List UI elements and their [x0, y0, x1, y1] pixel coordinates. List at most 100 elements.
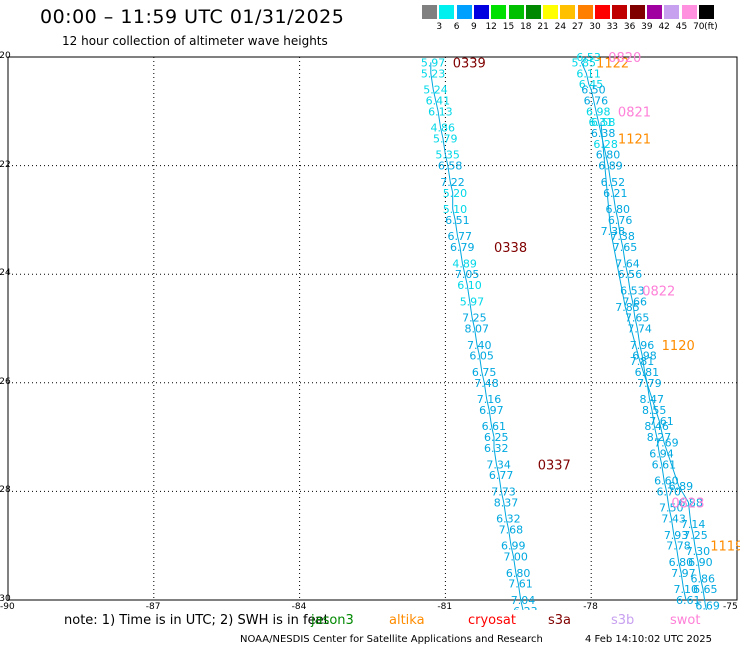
longitude-label: -75 — [723, 602, 738, 612]
pass-time-label: 0338 — [494, 241, 527, 256]
wave-height-value: 4.86 — [431, 122, 456, 135]
wave-height-value: 6.69 — [695, 599, 720, 610]
latitude-label: -28 — [0, 485, 11, 496]
map-subtitle: 12 hour collection of altimeter wave hei… — [62, 34, 328, 48]
legend-swatch — [577, 5, 593, 19]
wave-height-value: 7.14 — [681, 518, 706, 531]
wave-height-value: 6.90 — [688, 556, 713, 569]
wave-height-value: 6.88 — [678, 496, 703, 509]
wave-height-value: 7.65 — [625, 312, 650, 325]
wave-height-value: 6.80 — [596, 149, 621, 162]
map-title: 00:00 – 11:59 UTC 01/31/2025 — [40, 6, 345, 28]
wave-height-value: 7.40 — [467, 339, 492, 352]
wave-height-value: 7.50 — [659, 502, 684, 515]
latitude-label: -26 — [0, 376, 11, 387]
wave-height-value: 6.89 — [669, 480, 694, 493]
wave-height-value: 7.43 — [661, 513, 686, 526]
legend-label: 70 — [693, 22, 705, 32]
wave-height-value: 7.74 — [627, 323, 652, 336]
wave-height-value: 5.23 — [421, 67, 446, 80]
wave-height-value: 7.61 — [649, 415, 674, 428]
wave-height-value: 8.37 — [494, 496, 518, 509]
wave-height-value: 8.55 — [642, 404, 667, 417]
longitude-label: -84 — [291, 602, 307, 612]
wave-height-value: 6.70 — [657, 485, 682, 498]
wave-height-value: 6.32 — [484, 442, 509, 455]
legend-swatch — [525, 5, 541, 19]
wave-height-value: 6.56 — [618, 268, 643, 281]
wave-height-value: 7.38 — [610, 230, 635, 243]
legend-swatch — [681, 5, 697, 19]
pass-time-label: 0822 — [642, 284, 675, 299]
wave-height-value: 7.68 — [499, 523, 523, 536]
wave-height-value: 7.16 — [477, 393, 502, 406]
legend-swatch — [473, 5, 489, 19]
wave-height-value: 7.38 — [601, 225, 626, 238]
altimeter-track: 5.975.235.246.416.134.865.795.356.587.22… — [421, 56, 538, 610]
credit-line: NOAA/NESDIS Center for Satellite Applica… — [240, 634, 543, 645]
wave-height-value: 6.94 — [649, 447, 674, 460]
wave-height-value: 6.97 — [479, 404, 504, 417]
legend-label: 27 — [571, 22, 584, 32]
wave-height-value: 6.58 — [591, 116, 616, 129]
wave-height-value: 8.07 — [465, 323, 490, 336]
satellite-cryosat: cryosat — [468, 613, 516, 628]
wave-height-value: 4.89 — [452, 257, 477, 270]
legend-swatch — [491, 5, 507, 19]
wave-height-value: 7.65 — [613, 241, 638, 254]
latitude-label: -20 — [0, 51, 11, 61]
track-line — [600, 122, 707, 610]
wave-height-value: 6.98 — [632, 350, 657, 363]
legend-swatch — [439, 5, 455, 19]
legend-label: 30 — [589, 22, 601, 32]
wave-height-value: 5.79 — [433, 132, 458, 145]
wave-height-value: 6.77 — [489, 469, 514, 482]
wave-height-value: 6.75 — [472, 366, 497, 379]
legend-swatch — [646, 5, 662, 19]
map-frame — [7, 56, 738, 601]
legend-label: 6 — [453, 22, 460, 32]
longitude-label: -90 — [0, 602, 15, 612]
wave-height-value: 5.97 — [421, 56, 446, 69]
wave-height-value: 7.30 — [686, 545, 711, 558]
wave-height-value: 6.60 — [654, 475, 679, 488]
wave-height-value: 6.98 — [586, 105, 611, 118]
wave-height-value: 7.64 — [615, 257, 640, 270]
wave-height-value: 6.25 — [484, 431, 509, 444]
pass-time-label: 0820 — [608, 51, 641, 66]
wave-height-value: 7.25 — [683, 529, 708, 542]
wave-height-value: 6.76 — [584, 94, 609, 107]
wave-height-value: 6.77 — [448, 230, 473, 243]
wave-height-value: 6.50 — [581, 84, 606, 97]
footer-note: note: 1) Time is in UTC; 2) SWH is in fe… — [64, 613, 329, 628]
wave-height-value: 6.13 — [428, 105, 453, 118]
wave-height-value: 6.86 — [691, 572, 716, 585]
wave-height-value: 6.61 — [652, 458, 677, 471]
wave-height-map: 5.975.235.246.416.134.865.795.356.587.22… — [7, 51, 740, 610]
legend-label: 18 — [520, 22, 532, 32]
wave-height-value: 5.97 — [460, 295, 485, 308]
wave-height-value: 6.76 — [608, 214, 633, 227]
legend-label: 12 — [485, 22, 497, 32]
wave-height-value: 6.10 — [457, 279, 482, 292]
pass-time-label: 1121 — [618, 132, 651, 147]
satellite-swot: swot — [670, 613, 701, 628]
wave-height-value: 6.51 — [445, 214, 470, 227]
wave-height-value: 7.04 — [511, 594, 535, 607]
wave-height-value: 7.78 — [666, 540, 691, 553]
wave-height-value: 6.28 — [593, 138, 618, 151]
wave-height-value: 6.65 — [693, 583, 718, 596]
wave-height-value: 7.22 — [440, 176, 465, 189]
legend-label: 9 — [471, 22, 477, 32]
pass-time-label: 1122 — [596, 56, 629, 71]
altimeter-track: 6.535.856.116.456.506.766.986.316.386.28… — [571, 51, 700, 607]
wave-height-value: 5.10 — [443, 203, 468, 216]
pass-time-label: 0339 — [453, 56, 486, 71]
satellite-s3b: s3b — [611, 613, 635, 628]
legend-label: 15 — [502, 22, 515, 32]
longitude-label: -78 — [583, 602, 598, 612]
satellite-altika: altika — [389, 613, 425, 628]
wave-height-value: 6.89 — [598, 160, 623, 173]
legend-label: 3 — [436, 22, 443, 32]
pass-time-label: 0821 — [618, 105, 651, 120]
